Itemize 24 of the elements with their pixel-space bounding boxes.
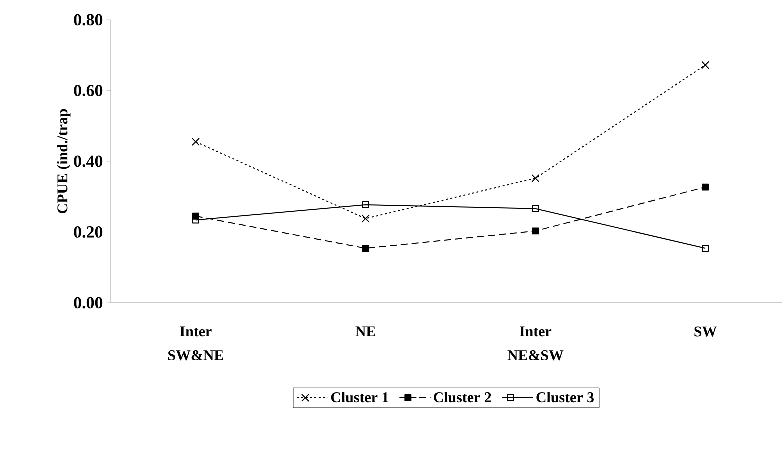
point bbox=[192, 216, 200, 224]
point bbox=[702, 61, 710, 70]
y-tick-label: 0.20 bbox=[74, 226, 103, 238]
point bbox=[362, 245, 370, 252]
legend-label: Cluster 1 bbox=[331, 392, 388, 403]
point bbox=[362, 202, 370, 208]
point bbox=[362, 214, 370, 223]
point bbox=[532, 174, 540, 182]
x-tick-label: NE bbox=[356, 326, 376, 336]
point bbox=[532, 205, 540, 212]
legend-label: Cluster 2 bbox=[434, 392, 492, 403]
point bbox=[702, 184, 710, 191]
y-axis-title: CPUE (ind./trap bbox=[57, 109, 71, 214]
point bbox=[702, 245, 710, 252]
y-tick-label: 0.00 bbox=[74, 297, 103, 309]
y-tick-label: 0.60 bbox=[74, 84, 103, 96]
point bbox=[192, 138, 200, 146]
y-tick-label: 0.80 bbox=[74, 14, 103, 26]
legend-label: Cluster 3 bbox=[536, 392, 594, 403]
x-tick-label: SW bbox=[694, 326, 717, 337]
x-tick-label: Inter SW&NE bbox=[168, 326, 224, 361]
point bbox=[532, 228, 540, 235]
x-tick-label: Inter NE&SW bbox=[508, 326, 564, 361]
y-tick-label: 0.40 bbox=[74, 156, 103, 168]
